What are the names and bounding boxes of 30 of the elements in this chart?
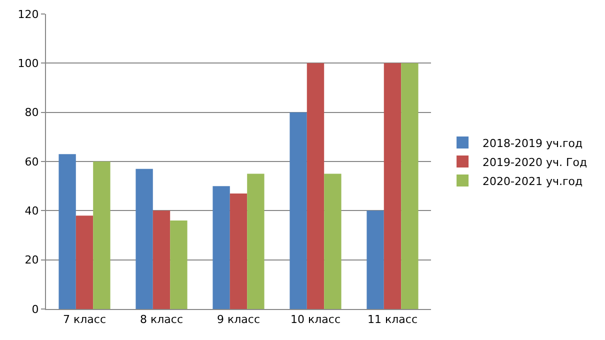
bar	[136, 168, 153, 309]
x-tick-label: 8 класс	[140, 313, 184, 326]
bar	[366, 210, 384, 309]
bar	[230, 193, 248, 309]
bar	[290, 112, 307, 309]
bar	[401, 63, 418, 309]
bar	[58, 154, 76, 309]
x-tick-label: 9 класс	[216, 313, 260, 326]
legend-label: 2020-2021 уч.год	[482, 174, 584, 188]
bar	[384, 63, 402, 309]
x-tick-label: 7 класс	[62, 313, 106, 326]
bar	[170, 220, 188, 309]
bar	[324, 174, 342, 309]
y-tick-label: 120	[18, 8, 39, 21]
y-tick-label: 40	[24, 204, 39, 218]
x-tick-label: 10 класс	[290, 313, 341, 326]
bar	[247, 174, 264, 309]
legend-label: 2019-2020 уч. Год	[482, 156, 588, 169]
y-tick-label: 20	[24, 254, 39, 267]
y-tick-label: 0	[32, 302, 39, 316]
bar	[212, 186, 230, 309]
x-tick-label: 11 класс	[367, 313, 418, 326]
bar	[76, 216, 94, 309]
bar	[306, 63, 324, 309]
bar	[152, 210, 170, 309]
legend-label: 2018-2019 уч.год	[482, 136, 584, 150]
y-tick-label: 100	[18, 57, 39, 70]
y-tick-label: 80	[24, 106, 39, 120]
y-tick-label: 60	[24, 155, 39, 168]
bar	[93, 162, 110, 309]
